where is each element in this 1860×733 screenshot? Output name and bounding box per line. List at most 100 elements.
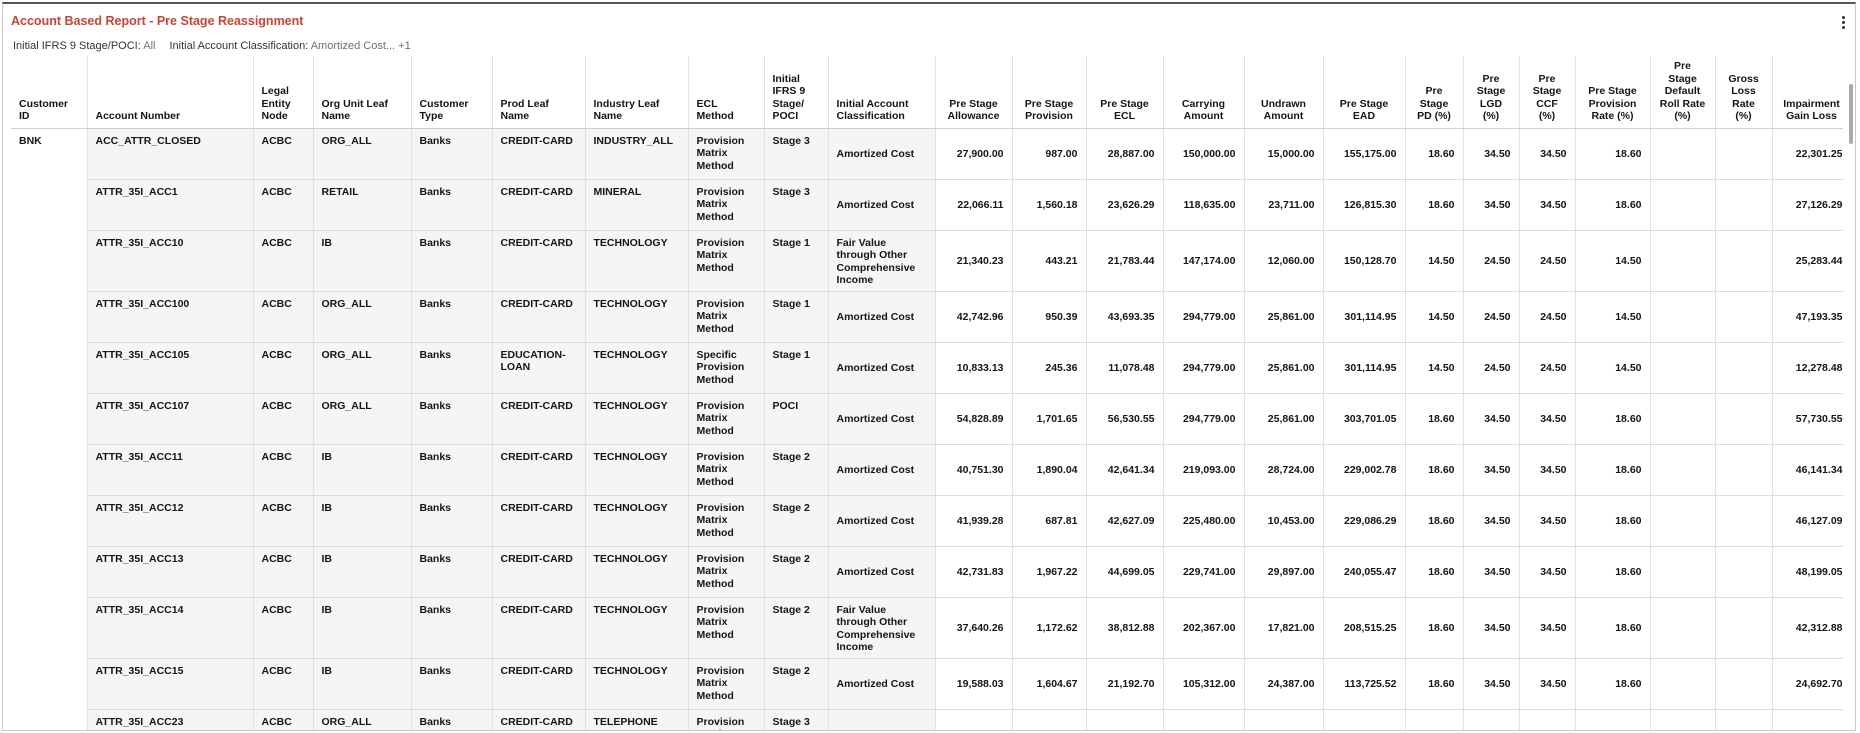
column-header[interactable]: ECL Method [688, 56, 765, 129]
column-header[interactable]: Pre Stage LGD (%) [1463, 56, 1520, 129]
cell: 18.60 [1575, 495, 1651, 547]
cell: Fair Value through Other Comprehensive I… [828, 597, 936, 659]
cell: 294,779.00 [1163, 342, 1245, 394]
cell: 14.50 [1575, 291, 1651, 343]
column-header[interactable]: Prod Leaf Name [492, 56, 586, 129]
cell: 126,815.30 [1323, 179, 1406, 231]
cell: 18.60 [1405, 709, 1464, 730]
cell: 48,199.05 [1772, 546, 1843, 598]
cell: 34.50 [1463, 546, 1520, 598]
cell: ATTR_35I_ACC1 [87, 179, 254, 231]
header-row: Customer ID Account Number Legal Entity No… [11, 56, 1843, 129]
cell: Banks [411, 709, 493, 730]
cell: 22,066.11 [935, 179, 1013, 231]
cell: 202,928.86 [1323, 709, 1406, 730]
column-header[interactable]: Legal Entity Node [253, 56, 314, 129]
cell: TECHNOLOGY [585, 393, 689, 445]
filter-label: Initial IFRS 9 Stage/POCI: [13, 40, 141, 52]
column-header[interactable]: Pre Stage Default Roll Rate (%) [1650, 56, 1716, 129]
cell: Banks [411, 393, 493, 445]
cell: IB [313, 495, 412, 547]
column-header[interactable]: Pre Stage Provision Rate (%) [1575, 56, 1651, 129]
column-header[interactable]: Account Number [87, 56, 254, 129]
cell: Amortized Cost [828, 291, 936, 343]
cell: 34.50 [1519, 128, 1576, 180]
cell: ACBC [253, 342, 314, 394]
column-header[interactable]: Impairment Gain Loss [1772, 56, 1843, 129]
cell: 229,002.78 [1323, 444, 1406, 496]
cell: 150,000.00 [1163, 128, 1245, 180]
cell: ATTR_35I_ACC100 [87, 291, 254, 343]
cell: 24.50 [1463, 342, 1520, 394]
cell: 294,779.00 [1163, 291, 1245, 343]
more-menu[interactable] [1842, 16, 1845, 31]
cell: 150,128.70 [1323, 230, 1406, 292]
cell: 10,833.13 [935, 342, 1013, 394]
scrollbar[interactable] [1849, 84, 1853, 144]
cell: 1,392.26 [1012, 709, 1087, 730]
cell: 950.39 [1012, 291, 1087, 343]
cell: INDUSTRY_ALL [585, 128, 689, 180]
cell: CREDIT-CARD [492, 291, 586, 343]
filter-item[interactable]: Initial Account Classification: Amortize… [169, 40, 410, 52]
cell: 54,828.89 [935, 393, 1013, 445]
cell: Provision Matrix Method [688, 495, 765, 547]
table-row: ATTR_35I_ACC23 ACBC ORG_ALL Banks CREDIT-CAR… [11, 709, 1843, 730]
column-header[interactable]: Industry Leaf Name [585, 56, 689, 129]
cell: ATTR_35I_ACC107 [87, 393, 254, 445]
cell: 15,000.00 [1244, 128, 1324, 180]
empty-cell [1650, 495, 1716, 547]
column-header[interactable]: Initial Account Classification [828, 56, 936, 129]
cell: Banks [411, 444, 493, 496]
column-header[interactable]: Pre Stage EAD [1323, 56, 1406, 129]
cell: Stage 2 [764, 495, 829, 547]
cell: TECHNOLOGY [585, 230, 689, 292]
cell: Provision Matrix Method [688, 709, 765, 730]
cell: Provision Matrix Method [688, 658, 765, 710]
cell: 34.50 [1519, 546, 1576, 598]
cell: 27,126.29 [1772, 179, 1843, 231]
cell: 46,127.09 [1772, 495, 1843, 547]
column-header[interactable]: Pre Stage PD (%) [1405, 56, 1464, 129]
column-header[interactable]: Pre Stage Provision [1012, 56, 1087, 129]
cell: 21,159.00 [1244, 709, 1324, 730]
cell: Amortized Cost [828, 393, 936, 445]
column-header[interactable]: Initial IFRS 9 Stage/ POCI [764, 56, 829, 129]
column-header[interactable]: Undrawn Amount [1244, 56, 1324, 129]
cell: Amortized Cost [828, 658, 936, 710]
column-header[interactable]: Pre Stage ECL [1086, 56, 1164, 129]
filter-item[interactable]: Initial IFRS 9 Stage/POCI: All [13, 40, 155, 52]
cell: 11,078.48 [1086, 342, 1164, 394]
empty-cell [1650, 597, 1716, 659]
column-header[interactable]: Customer ID [11, 56, 88, 129]
column-header[interactable]: Pre Stage CCF (%) [1519, 56, 1576, 129]
cell: 113,725.52 [1323, 658, 1406, 710]
cell: Stage 2 [764, 597, 829, 659]
empty-cell [1650, 444, 1716, 496]
cell: 1,967.22 [1012, 546, 1087, 598]
customer-id-cell: BNK [11, 128, 88, 730]
cell: 303,701.05 [1323, 393, 1406, 445]
column-header[interactable]: Pre Stage Allowance [935, 56, 1013, 129]
cell: 987.00 [1012, 128, 1087, 180]
cell: Banks [411, 495, 493, 547]
table-row: ATTR_35I_ACC12 ACBC IB Banks CREDIT-CARD TECH… [11, 495, 1843, 547]
cell: Banks [411, 128, 493, 180]
cell: Provision Matrix Method [688, 291, 765, 343]
cell: 36,386.99 [935, 709, 1013, 730]
cell: ATTR_35I_ACC10 [87, 230, 254, 292]
cell: 18.60 [1405, 658, 1464, 710]
cell: 41,279.26 [1772, 709, 1843, 730]
cell: 14.50 [1575, 342, 1651, 394]
cell: 24.50 [1463, 230, 1520, 292]
column-header[interactable]: Gross Loss Rate (%) [1715, 56, 1773, 129]
cell: 34.50 [1463, 709, 1520, 730]
filter-bar: Initial IFRS 9 Stage/POCI: All Initial Ac… [13, 40, 425, 52]
column-header[interactable]: Org Unit Leaf Name [313, 56, 412, 129]
table-row: ATTR_35I_ACC11 ACBC IB Banks CREDIT-CARD TECH… [11, 444, 1843, 496]
column-header[interactable]: Customer Type [411, 56, 493, 129]
cell: 219,093.00 [1163, 444, 1245, 496]
cell: Provision Matrix Method [688, 546, 765, 598]
column-header[interactable]: Carrying Amount [1163, 56, 1245, 129]
empty-cell [1650, 291, 1716, 343]
